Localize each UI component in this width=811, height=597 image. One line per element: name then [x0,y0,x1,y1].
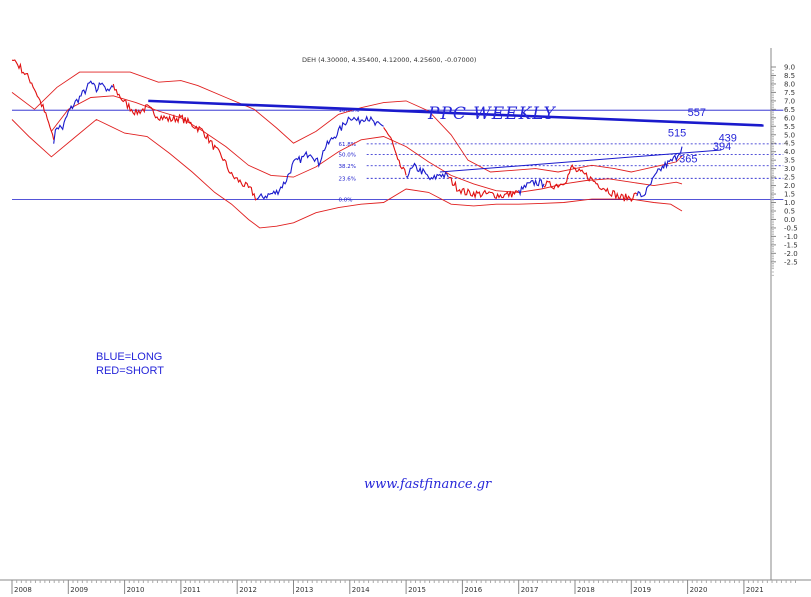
x-tick-label: 2017 [521,586,539,594]
bollinger-middle [51,95,683,193]
x-tick-label: 2021 [746,586,764,594]
y-tick-label: 3.5 [784,157,795,165]
x-tick-label: 2015 [408,586,426,594]
price-short-segment [11,59,55,140]
y-tick-label: 5.5 [784,123,795,131]
y-tick-label: 2.0 [784,182,795,190]
y-tick-label: 0.5 [784,207,795,215]
price-short-segment [448,176,520,200]
price-series [11,59,683,203]
chart-header: DEH (4.30000, 4.35400, 4.12000, 4.25600,… [302,56,476,64]
y-tick-label: 9.0 [784,64,795,72]
y-tick-label: 1.0 [784,199,795,207]
x-tick-label: 2008 [14,586,32,594]
target-annotation: 365 [679,154,697,166]
y-axis-ticks: 9.08.58.07.57.06.56.05.55.04.54.03.53.02… [771,64,798,276]
legend-long: BLUE=LONG [96,351,162,363]
x-tick-label: 2020 [690,586,708,594]
y-tick-label: 8.0 [784,80,795,88]
x-tick-label: 2011 [183,586,201,594]
target-annotation: 515 [668,127,686,139]
y-tick-label: 7.0 [784,97,795,105]
legend-short: RED=SHORT [96,365,164,377]
y-tick-label: 1.5 [784,191,795,199]
target-annotation: 557 [688,107,706,119]
y-tick-label: 0.0 [784,216,795,224]
y-tick-label: 6.5 [784,106,795,114]
target-annotation: 394 [713,141,731,153]
y-tick-label: 4.5 [784,140,795,148]
y-tick-label: 5.0 [784,131,795,139]
x-axis-ticks: 2008 2009 2010 2011 2012 2013 2014 2015 2016 2017… [11,580,797,594]
bollinger-lower [11,118,683,229]
x-tick-label: 2010 [127,586,145,594]
price-short-segment [112,83,258,201]
trend-line [148,99,764,127]
y-tick-label: -1.0 [784,233,798,241]
x-tick-label: 2012 [239,586,257,594]
trend-lines [148,99,764,173]
x-tick-label: 2016 [464,586,482,594]
y-tick-label: -2.0 [784,250,798,258]
y-tick-label: 2.5 [784,174,795,182]
y-tick-label: 6.0 [784,114,795,122]
x-tick-label: 2019 [633,586,651,594]
y-tick-label: -0.5 [784,224,798,232]
fib-level-label: 61.8% [339,142,356,148]
price-long-segment [256,115,384,200]
fib-level-label: 0.0% [339,198,353,204]
x-tick-label: 2009 [70,586,88,594]
y-tick-label: 3.0 [784,165,795,173]
y-tick-label: 8.5 [784,72,795,80]
y-tick-label: -2.5 [784,258,798,266]
bollinger-bands [11,71,683,229]
price-long-segment [518,178,545,197]
trend-line [439,149,722,173]
fib-level-label: 50.0% [339,152,356,158]
fib-level-label: 23.6% [339,176,356,182]
price-long-segment [636,146,683,198]
website-label: www.fastfinance.gr [364,477,492,492]
price-short-segment [383,127,407,176]
y-tick-label: 7.5 [784,89,795,97]
target-annotation: 439 [719,133,737,145]
bollinger-upper [11,71,683,173]
x-tick-label: 2013 [296,586,314,594]
x-tick-label: 2018 [577,586,595,594]
fib-level-label: 38.2% [339,164,356,170]
x-tick-label: 2014 [352,586,370,594]
y-tick-label: -1.5 [784,241,798,249]
price-short-segment [543,164,638,203]
chart-title: PPC WEEKLY [427,104,556,124]
price-long-segment [53,80,114,144]
price-long-segment [405,162,449,181]
y-tick-label: 4.0 [784,148,795,156]
